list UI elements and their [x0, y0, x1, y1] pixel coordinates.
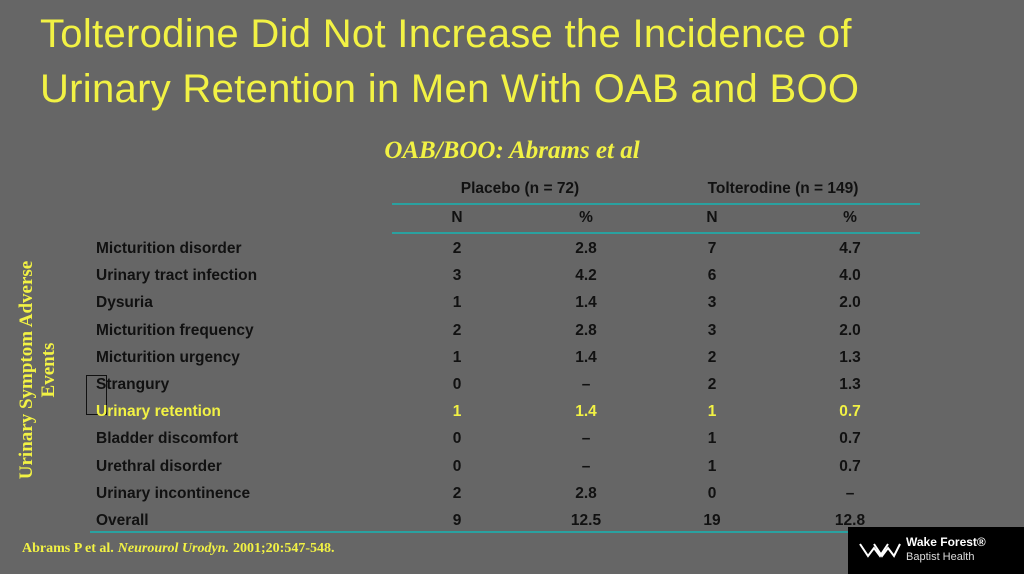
- cell: 3: [452, 267, 462, 285]
- cell: 12.8: [834, 512, 866, 529]
- cell: –: [845, 484, 855, 502]
- cell: 1: [707, 430, 717, 448]
- cell: –: [581, 430, 591, 448]
- citation: Abrams P et al. Neurourol Urodyn. 2001;20:…: [22, 541, 339, 557]
- row-label: Urinary retention: [96, 403, 221, 421]
- cell: 0.7: [839, 457, 861, 475]
- cell: 1.3: [839, 348, 861, 366]
- citation-journal: Neurourol Urodyn.: [117, 541, 230, 556]
- cell: 1: [452, 294, 462, 312]
- cell: 1.3: [839, 376, 861, 393]
- cell: 0.7: [839, 430, 861, 448]
- cell: 0: [707, 484, 717, 502]
- side-label: Urinary Symptom Adverse Events: [16, 261, 60, 479]
- cell: 1.4: [575, 348, 597, 366]
- subtitle: OAB/BOO: Abrams et al: [384, 137, 640, 164]
- column-header: N: [706, 209, 718, 226]
- cell: 3: [707, 321, 717, 339]
- cell: 0: [452, 457, 462, 475]
- cell: 1.4: [575, 294, 597, 312]
- cell: 6: [707, 267, 717, 285]
- group-header: Tolterodine (n = 149): [707, 180, 859, 197]
- cell: 2: [452, 240, 462, 257]
- logo: Wake Forest® Baptist Health: [848, 527, 1024, 574]
- rule: [90, 531, 1010, 533]
- side-label-line: Events: [38, 342, 59, 398]
- cell: 12.5: [570, 512, 602, 529]
- cell: –: [581, 376, 591, 393]
- row-label: Urethral disorder: [96, 457, 222, 475]
- citation-author: Abrams P et al.: [22, 541, 114, 556]
- column-header: %: [579, 209, 593, 226]
- column-header: %: [843, 209, 857, 226]
- citation-details: 2001;20:547-548.: [233, 541, 335, 556]
- side-label-line: Urinary Symptom Adverse: [16, 260, 37, 480]
- cell: –: [581, 457, 591, 475]
- cell: 9: [452, 512, 462, 529]
- cell: 2.8: [575, 484, 597, 502]
- cell: 1: [452, 348, 462, 366]
- logo-mark: [859, 543, 901, 558]
- cell: 1: [707, 457, 717, 475]
- cell: 4.7: [839, 240, 861, 257]
- cell: 2: [452, 321, 462, 339]
- row-label: Micturition disorder: [96, 240, 242, 257]
- cell: 2.8: [575, 321, 597, 339]
- logo-name: Wake Forest®: [906, 535, 986, 549]
- group-header: Placebo (n = 72): [460, 180, 580, 197]
- row-label: Strangury: [96, 376, 170, 393]
- row-label: Bladder discomfort: [96, 430, 239, 448]
- title: Tolterodine Did Not Increase the Inciden…: [40, 12, 852, 56]
- cell: 2.0: [839, 294, 861, 312]
- cell: 0: [452, 430, 462, 448]
- row-label: Micturition frequency: [96, 321, 254, 339]
- title: Urinary Retention in Men With OAB and BO…: [40, 67, 860, 111]
- rule: [392, 203, 920, 205]
- cell: 1: [707, 403, 717, 421]
- cell: 0.7: [839, 403, 861, 421]
- column-header: N: [451, 209, 463, 226]
- cell: 0: [452, 376, 462, 393]
- cell: 4.0: [839, 267, 861, 285]
- rule: [392, 232, 920, 234]
- cell: 2: [452, 484, 462, 502]
- cell: 1.4: [575, 403, 597, 421]
- cell: 2: [707, 348, 717, 366]
- logo-sub: Baptist Health: [906, 551, 975, 563]
- row-label: Urinary incontinence: [96, 484, 251, 502]
- row-label: Overall: [96, 512, 149, 529]
- selection-box: [86, 375, 107, 415]
- cell: 1: [452, 403, 462, 421]
- cell: 4.2: [575, 267, 597, 285]
- cell: 2.8: [575, 240, 597, 257]
- cell: 3: [707, 294, 717, 312]
- cell: 2.0: [839, 321, 861, 339]
- cell: 7: [707, 240, 717, 257]
- cell: 19: [703, 512, 721, 529]
- row-label: Micturition urgency: [96, 348, 240, 366]
- row-label: Dysuria: [96, 294, 153, 312]
- row-label: Urinary tract infection: [96, 267, 258, 285]
- cell: 2: [707, 376, 717, 393]
